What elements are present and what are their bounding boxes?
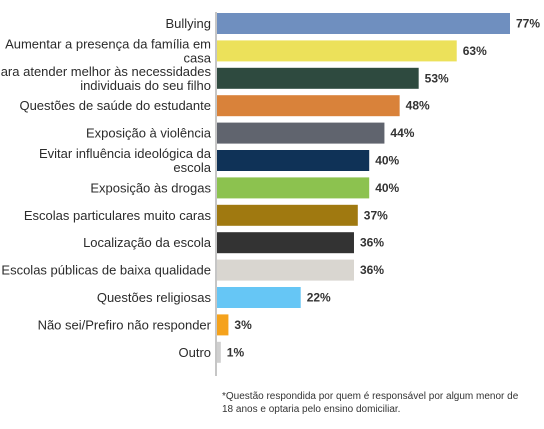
footnote: *Questão respondida por quem é responsáv… [222, 391, 519, 415]
bar-localizacao-da-escola [217, 232, 354, 254]
bar-escolas-publicas-de-baixa-qualidade [217, 259, 354, 281]
category-label-nao-sei-prefiro-nao-responder: Não sei/Prefiro não responder [38, 317, 212, 332]
bar-evitar-influencia-ideologica-da-escola [217, 150, 370, 171]
value-label-outro: 1% [227, 345, 245, 359]
category-label-outro: Outro [178, 345, 211, 360]
bar-outro [217, 341, 221, 363]
value-label-localizacao-da-escola: 36% [360, 236, 384, 250]
bar-escolas-particulares-muito-caras [217, 204, 358, 226]
value-label-questoes-de-saude-do-estudante: 48% [406, 99, 430, 113]
category-label-escolas-particulares-muito-caras: Escolas particulares muito caras [24, 208, 212, 223]
value-label-escolas-particulares-muito-caras: 37% [364, 208, 388, 222]
bar-bullying [217, 13, 510, 34]
value-label-questoes-religiosas: 22% [307, 291, 331, 305]
value-label-aumentar-a-presenca-da-familia-em-casa: 63% [463, 44, 487, 58]
category-label-evitar-influencia-ideologica-da-escola: Evitar influência ideológica da escola [39, 146, 212, 175]
category-label-questoes-religiosas: Questões religiosas [97, 290, 212, 305]
value-label-exposicao-a-violencia: 44% [390, 126, 414, 140]
value-label-exposicao-as-drogas: 40% [375, 181, 399, 195]
bar-aumentar-a-presenca-da-familia-em-casa [217, 40, 457, 62]
value-label-para-atender-melhor-as-necessidades-individuais-do-seu-filho: 53% [425, 71, 449, 85]
bar-exposicao-a-violencia [217, 122, 385, 144]
category-label-escolas-publicas-de-baixa-qualidade: Escolas públicas de baixa qualidade [1, 263, 211, 278]
value-label-nao-sei-prefiro-nao-responder: 3% [234, 318, 252, 332]
category-label-aumentar-a-presenca-da-familia-em-casa: Aumentar a presença da família em casa [5, 36, 212, 65]
category-label-localizacao-da-escola: Localização da escola [83, 235, 212, 250]
category-label-para-atender-melhor-as-necessidades-individuais-do-seu-filho: Para atender melhor às necessidades indiv… [0, 64, 211, 93]
value-label-bullying: 77% [516, 17, 540, 31]
category-label-questoes-de-saude-do-estudante: Questões de saúde do estudante [19, 98, 211, 113]
bar-nao-sei-prefiro-nao-responder [217, 314, 229, 336]
value-label-evitar-influencia-ideologica-da-escola: 40% [375, 154, 399, 168]
bar-questoes-de-saude-do-estudante [217, 95, 400, 117]
bar-questoes-religiosas [217, 287, 301, 308]
bar-exposicao-as-drogas [217, 177, 370, 199]
category-label-exposicao-a-violencia: Exposição à violência [86, 126, 212, 141]
bar-para-atender-melhor-as-necessidades-individuais-do-seu-filho [217, 67, 419, 89]
category-label-exposicao-as-drogas: Exposição às drogas [90, 180, 211, 195]
value-label-escolas-publicas-de-baixa-qualidade: 36% [360, 263, 384, 277]
category-label-bullying: Bullying [165, 16, 211, 31]
